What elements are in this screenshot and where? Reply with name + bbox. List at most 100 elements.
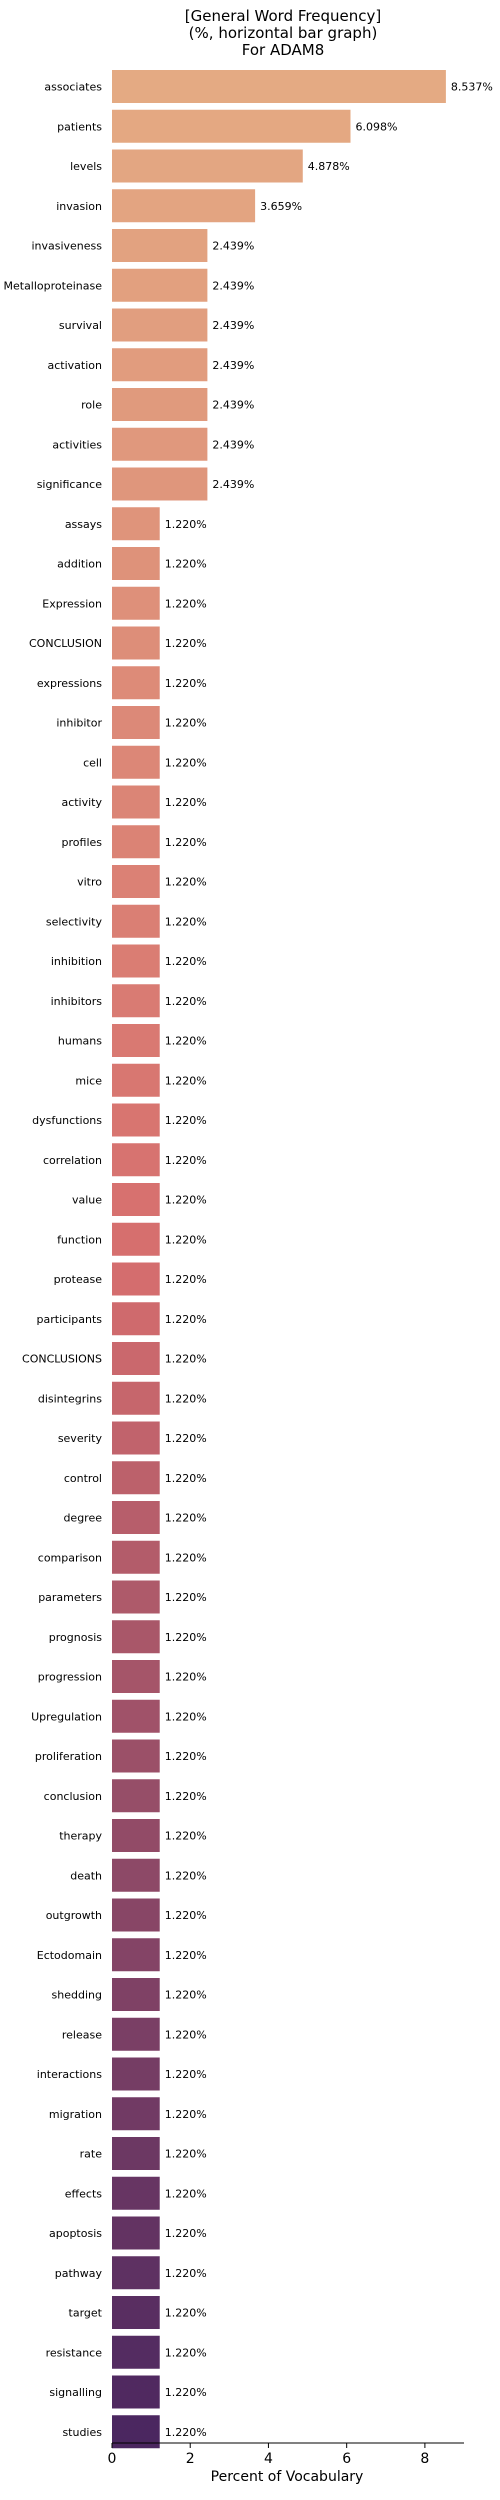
value-label-conclusion: 1.220% (165, 637, 207, 650)
category-label-invasion: invasion (56, 200, 102, 213)
bar-metalloproteinase (112, 268, 208, 302)
value-label-outgrowth: 1.220% (165, 1909, 207, 1922)
category-label-activities: activities (52, 438, 102, 451)
bar-interactions (112, 2057, 160, 2091)
bar-ectodomain (112, 1938, 160, 1972)
value-label-levels: 4.878% (308, 160, 350, 173)
value-labels: 8.537% 6.098% 4.878% 3.659% 2.439% 2.439% 2.43… (165, 81, 493, 2439)
value-label-proliferation: 1.220% (165, 1750, 207, 1763)
category-label-invasiveness: invasiveness (31, 240, 102, 253)
category-label-release: release (62, 2028, 102, 2041)
bar-severity (112, 1421, 160, 1455)
bar-protease (112, 1262, 160, 1296)
category-label-dysfunctions: dysfunctions (32, 1114, 102, 1127)
category-label-inhibitor: inhibitor (56, 717, 102, 730)
category-label-activation: activation (48, 359, 103, 372)
bar-selectivity (112, 904, 160, 938)
bar-inhibition (112, 944, 160, 978)
chart-title: [General Word Frequency] (%, horizontal … (185, 7, 381, 59)
category-label-participants: participants (37, 1313, 103, 1326)
value-label-protease: 1.220% (165, 1273, 207, 1286)
bar-survival (112, 308, 208, 342)
category-label-protease: protease (54, 1273, 103, 1286)
category-label-activity: activity (61, 796, 102, 809)
x-tick-label-0: 0 (108, 2451, 117, 2467)
bar-death (112, 1858, 160, 1892)
value-label-inhibitor: 1.220% (165, 717, 207, 730)
value-label-correlation: 1.220% (165, 1154, 207, 1167)
bar-outgrowth (112, 1898, 160, 1932)
x-tick-label-4: 4 (264, 2451, 273, 2467)
bar-rate (112, 2137, 160, 2170)
value-label-significance: 2.439% (212, 478, 254, 491)
category-label-vitro: vitro (77, 876, 102, 889)
category-label-proliferation: proliferation (35, 1750, 102, 1763)
category-label-inhibitors: inhibitors (51, 995, 103, 1008)
category-label-target: target (69, 2307, 103, 2320)
bar-target (112, 2296, 160, 2329)
bar-correlation (112, 1143, 160, 1177)
bar-progression (112, 1660, 160, 1693)
value-label-metalloproteinase: 2.439% (212, 279, 254, 292)
category-label-resistance: resistance (46, 2346, 103, 2359)
bar-resistance (112, 2335, 160, 2369)
bar-participants (112, 1302, 160, 1336)
value-label-signalling: 1.220% (165, 2386, 207, 2399)
category-label-conclusion: CONCLUSION (29, 637, 102, 650)
bar-addition (112, 547, 160, 580)
category-label-profiles: profiles (62, 836, 103, 849)
bar-disintegrins (112, 1381, 160, 1415)
chart-title-line-3: For ADAM8 (242, 41, 325, 59)
value-label-rate: 1.220% (165, 2148, 207, 2161)
value-label-expression: 1.220% (165, 597, 207, 610)
value-label-activity: 1.220% (165, 796, 207, 809)
value-label-upregulation: 1.220% (165, 1710, 207, 1723)
value-label-degree: 1.220% (165, 1512, 207, 1525)
category-label-correlation: correlation (43, 1154, 102, 1167)
bar-associates (112, 70, 446, 103)
bar-migration (112, 2097, 160, 2131)
bar-dysfunctions (112, 1103, 160, 1137)
bar-control (112, 1461, 160, 1495)
value-label-interactions: 1.220% (165, 2068, 207, 2081)
value-label-inhibition: 1.220% (165, 955, 207, 968)
bar-function (112, 1222, 160, 1256)
bar-conclusion (112, 626, 160, 660)
value-label-assays: 1.220% (165, 518, 207, 531)
category-label-expression: Expression (42, 597, 102, 610)
value-label-profiles: 1.220% (165, 836, 207, 849)
value-label-effects: 1.220% (165, 2187, 207, 2200)
category-label-value: value (72, 1194, 102, 1207)
bar-therapy (112, 1819, 160, 1852)
value-label-mice: 1.220% (165, 1074, 207, 1087)
category-label-signalling: signalling (49, 2386, 102, 2399)
bar-activation (112, 348, 208, 382)
category-label-studies: studies (62, 2426, 102, 2439)
bar-significance (112, 467, 208, 501)
value-label-severity: 1.220% (165, 1432, 207, 1445)
category-label-ectodomain: Ectodomain (37, 1949, 102, 1962)
category-label-pathway: pathway (55, 2267, 103, 2280)
value-label-vitro: 1.220% (165, 876, 207, 889)
value-label-migration: 1.220% (165, 2108, 207, 2121)
x-tick-label-8: 8 (420, 2451, 429, 2467)
category-label-patients: patients (57, 120, 102, 133)
bar-conclusions (112, 1342, 160, 1375)
category-label-function: function (57, 1233, 102, 1246)
value-label-studies: 1.220% (165, 2426, 207, 2439)
value-label-invasion: 3.659% (260, 200, 302, 213)
category-label-outgrowth: outgrowth (46, 1909, 102, 1922)
bar-humans (112, 1024, 160, 1057)
value-label-cell: 1.220% (165, 756, 207, 769)
bar-pathway (112, 2256, 160, 2290)
category-label-conclusion: conclusion (44, 1790, 102, 1803)
category-label-parameters: parameters (38, 1591, 102, 1604)
value-label-comparison: 1.220% (165, 1551, 207, 1564)
value-label-activities: 2.439% (212, 438, 254, 451)
bar-levels (112, 149, 303, 183)
category-label-mice: mice (75, 1074, 102, 1087)
category-label-humans: humans (58, 1035, 102, 1048)
bar-comparison (112, 1540, 160, 1574)
